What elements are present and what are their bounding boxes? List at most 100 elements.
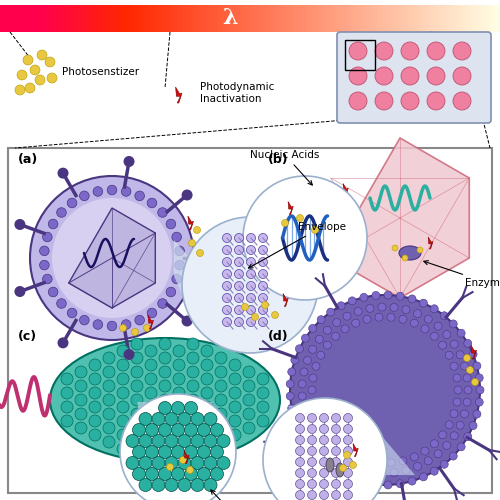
- Circle shape: [243, 366, 255, 378]
- Bar: [100, 5, 102, 32]
- Circle shape: [258, 294, 268, 302]
- Bar: [22, 5, 24, 32]
- Circle shape: [257, 373, 269, 385]
- Circle shape: [234, 282, 244, 290]
- Circle shape: [222, 306, 232, 314]
- Circle shape: [117, 415, 129, 427]
- Circle shape: [210, 468, 224, 480]
- Circle shape: [210, 446, 224, 458]
- Bar: [205, 5, 207, 32]
- Circle shape: [263, 398, 387, 500]
- Circle shape: [58, 338, 68, 348]
- Bar: [146, 5, 149, 32]
- Circle shape: [40, 260, 49, 270]
- Circle shape: [243, 176, 367, 300]
- Bar: [58, 5, 60, 32]
- Circle shape: [440, 312, 448, 320]
- Bar: [176, 5, 179, 32]
- Circle shape: [320, 480, 328, 488]
- Circle shape: [344, 414, 352, 422]
- Circle shape: [316, 336, 324, 344]
- Circle shape: [324, 341, 332, 349]
- Bar: [210, 5, 212, 32]
- Circle shape: [308, 448, 316, 456]
- Circle shape: [472, 378, 478, 386]
- Circle shape: [246, 282, 256, 290]
- Circle shape: [173, 443, 185, 455]
- Bar: [462, 5, 464, 32]
- Bar: [46, 5, 49, 32]
- Circle shape: [350, 462, 356, 468]
- Circle shape: [42, 274, 52, 284]
- Bar: [314, 5, 316, 32]
- Bar: [280, 5, 282, 32]
- Circle shape: [14, 219, 26, 230]
- Bar: [378, 5, 380, 32]
- Circle shape: [131, 394, 143, 406]
- Circle shape: [296, 414, 304, 422]
- Circle shape: [48, 287, 58, 297]
- FancyBboxPatch shape: [337, 32, 491, 123]
- Text: Photodynamic
Inactivation: Photodynamic Inactivation: [200, 82, 274, 104]
- Circle shape: [317, 456, 325, 464]
- Bar: [265, 5, 267, 32]
- Circle shape: [434, 322, 442, 330]
- Circle shape: [366, 304, 374, 312]
- Circle shape: [291, 416, 299, 424]
- Circle shape: [173, 429, 185, 441]
- Bar: [94, 5, 96, 32]
- Polygon shape: [428, 237, 433, 249]
- Bar: [194, 5, 196, 32]
- Bar: [256, 5, 259, 32]
- Bar: [175, 5, 177, 32]
- Bar: [216, 5, 219, 32]
- Circle shape: [421, 447, 429, 455]
- Bar: [102, 5, 104, 32]
- Circle shape: [222, 234, 232, 242]
- Circle shape: [363, 315, 371, 323]
- Bar: [90, 5, 92, 32]
- Circle shape: [378, 469, 386, 477]
- Bar: [404, 5, 406, 32]
- Circle shape: [454, 386, 462, 394]
- Bar: [15, 5, 17, 32]
- Circle shape: [308, 424, 316, 434]
- Bar: [355, 5, 357, 32]
- Bar: [302, 5, 304, 32]
- Circle shape: [234, 306, 244, 314]
- Circle shape: [191, 478, 204, 492]
- Bar: [298, 5, 300, 32]
- Circle shape: [457, 443, 465, 451]
- Circle shape: [188, 240, 196, 246]
- Circle shape: [166, 219, 175, 229]
- Circle shape: [300, 404, 308, 412]
- Circle shape: [332, 454, 340, 462]
- Circle shape: [272, 312, 278, 318]
- Circle shape: [131, 338, 143, 350]
- Bar: [152, 5, 154, 32]
- Bar: [234, 5, 235, 32]
- Circle shape: [401, 92, 419, 110]
- Bar: [105, 5, 107, 32]
- Bar: [62, 5, 64, 32]
- Text: λ: λ: [222, 8, 238, 30]
- Circle shape: [258, 270, 268, 278]
- Circle shape: [146, 446, 158, 458]
- Bar: [312, 5, 314, 32]
- Circle shape: [464, 340, 472, 347]
- Bar: [8, 148, 492, 493]
- Bar: [282, 5, 284, 32]
- Bar: [492, 5, 494, 32]
- Circle shape: [191, 434, 204, 448]
- Text: Glycoproteins: Glycoproteins: [0, 499, 1, 500]
- Circle shape: [396, 480, 404, 488]
- Circle shape: [210, 424, 224, 436]
- Bar: [172, 5, 174, 32]
- Circle shape: [117, 387, 129, 399]
- Circle shape: [166, 287, 175, 297]
- Circle shape: [427, 92, 445, 110]
- Circle shape: [332, 414, 340, 422]
- Circle shape: [320, 446, 328, 456]
- Circle shape: [52, 198, 172, 318]
- Circle shape: [187, 436, 199, 448]
